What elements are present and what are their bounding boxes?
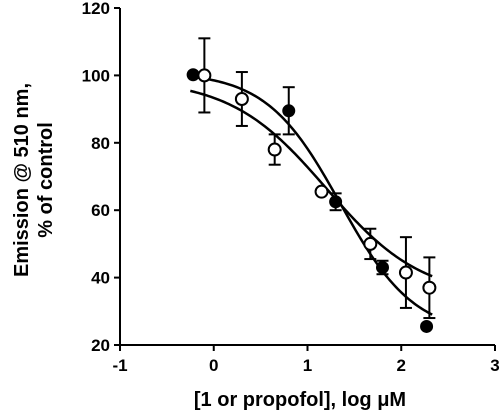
fit-curve-1	[190, 75, 433, 316]
y-tick-label: 20	[91, 336, 110, 355]
data-point-series-2	[422, 280, 437, 295]
data-point-series-1	[186, 68, 200, 82]
data-point-series-2	[234, 91, 249, 106]
data-point-series-2	[363, 236, 378, 251]
plot-area: 20 40 60 80 100 120 -1 0 1 2 3	[82, 0, 500, 375]
x-tick-label: -1	[112, 356, 127, 375]
y-axis-title: Emission @ 510 nm, % of control	[11, 83, 57, 277]
y-axis-title-line1: Emission @ 510 nm,	[11, 83, 33, 277]
y-tick-label: 40	[91, 269, 110, 288]
data-point-series-2	[398, 265, 413, 280]
data-point-series-2	[197, 68, 212, 83]
y-tick-label: 120	[82, 0, 110, 18]
data-point-series-1	[420, 319, 434, 333]
data-point-series-1	[376, 260, 389, 274]
fit-curve-2	[190, 89, 433, 278]
y-tick-label: 100	[82, 66, 110, 85]
x-tick-label: 0	[209, 356, 218, 375]
y-tick-label: 80	[91, 134, 110, 153]
data-point-series-1	[282, 104, 296, 118]
x-tick-label: 1	[303, 356, 312, 375]
x-tick-label: 3	[490, 356, 499, 375]
x-axis-title: [1 or propofol], log μM	[194, 389, 406, 411]
y-tick-label: 60	[91, 201, 110, 220]
y-axis-title-line2: % of control	[35, 122, 57, 238]
data-point-series-2	[267, 142, 282, 157]
data-point-series-1	[329, 195, 343, 209]
x-tick-label: 2	[397, 356, 406, 375]
data-point-series-2	[314, 184, 329, 199]
